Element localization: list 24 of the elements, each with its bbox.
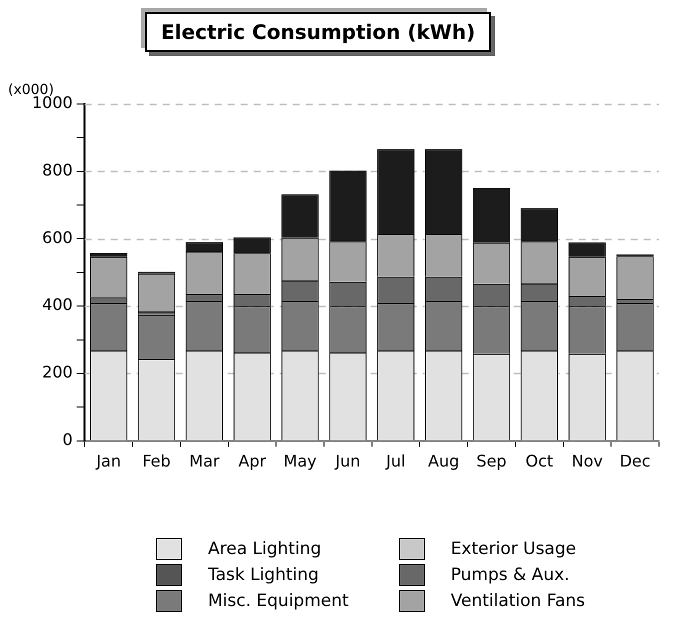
legend-label: Misc. Equipment bbox=[208, 591, 349, 611]
x-tick-label: Feb bbox=[142, 452, 171, 471]
chart-title: Electric Consumption (kWh) bbox=[145, 12, 492, 52]
legend-label: Pumps & Aux. bbox=[450, 565, 570, 585]
x-tick-label: Aug bbox=[428, 452, 460, 471]
x-tick-label: Jun bbox=[334, 452, 360, 471]
legend-label: Ventilation Fans bbox=[450, 591, 585, 611]
legend-label: Task Lighting bbox=[208, 565, 319, 585]
y-tick-label: 0 bbox=[62, 430, 73, 449]
legend-label: Exterior Usage bbox=[450, 539, 576, 559]
x-tick-label: Nov bbox=[572, 452, 603, 471]
y-tick-label: 800 bbox=[42, 160, 73, 180]
x-tick-label: Oct bbox=[526, 452, 554, 471]
x-tick-label: Dec bbox=[620, 452, 651, 471]
x-tick-label: Jan bbox=[95, 452, 121, 471]
x-tick-label: Apr bbox=[238, 452, 266, 471]
y-tick-label: 600 bbox=[42, 228, 73, 247]
x-tick-label: May bbox=[284, 452, 317, 471]
x-tick-label: Mar bbox=[189, 452, 220, 471]
y-tick-label: 200 bbox=[42, 362, 73, 382]
x-tick-label: Jul bbox=[385, 452, 406, 471]
legend-label: Area Lighting bbox=[208, 539, 322, 559]
x-tick-label: Sep bbox=[476, 452, 507, 471]
y-tick-label: 400 bbox=[42, 295, 73, 314]
